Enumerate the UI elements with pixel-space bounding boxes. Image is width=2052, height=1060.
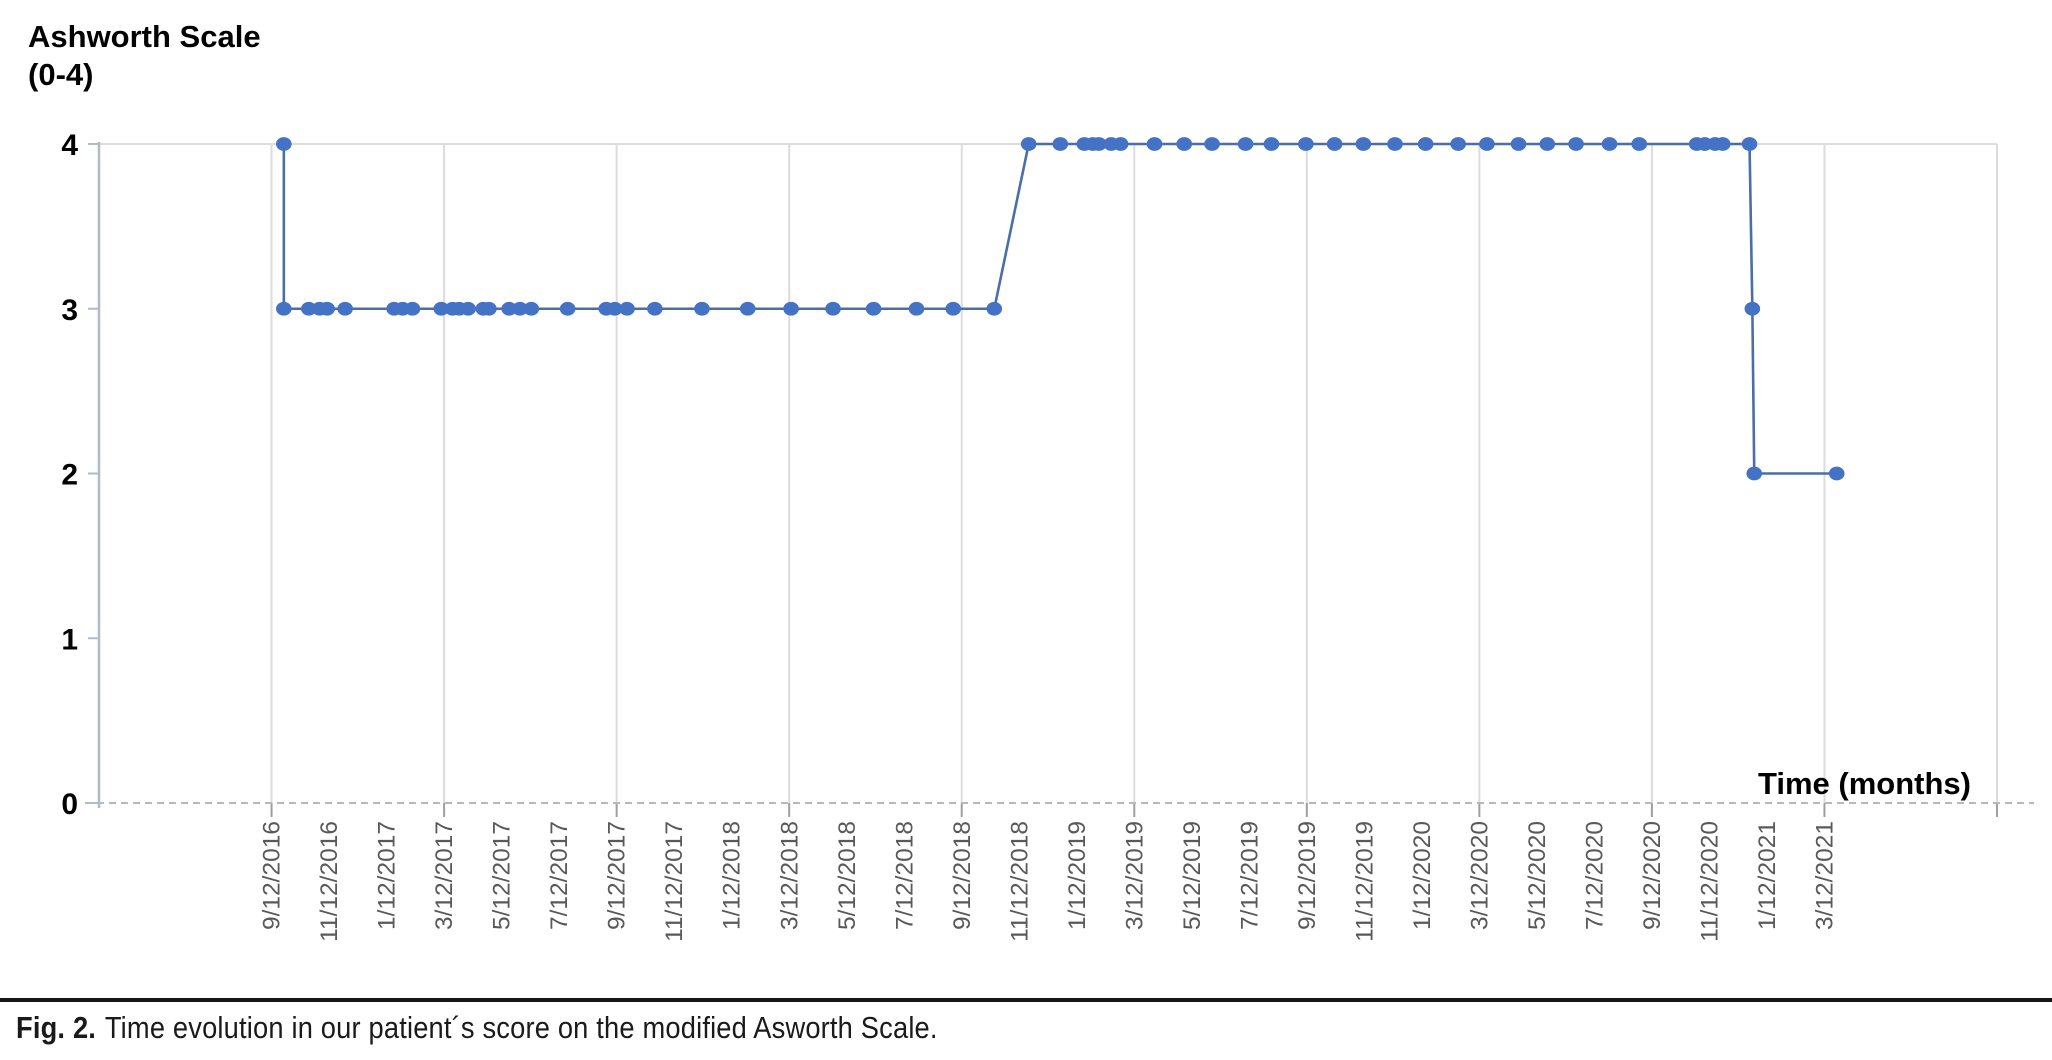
data-point-marker (739, 301, 756, 316)
x-tick-label: 11/12/2016 (316, 821, 343, 942)
data-point-marker (501, 301, 517, 316)
data-point-marker (301, 301, 317, 316)
data-point-marker (1355, 137, 1372, 151)
data-point-marker (1091, 137, 1107, 151)
x-tick-label: 9/12/2019 (1294, 821, 1321, 930)
x-tick-label: 7/12/2017 (546, 821, 573, 930)
x-tick-label: 11/12/2020 (1697, 821, 1724, 942)
x-tick-label: 3/12/2017 (431, 821, 458, 930)
data-point-marker (1479, 137, 1495, 151)
data-point-marker (512, 301, 528, 316)
x-tick-label: 1/12/2017 (374, 821, 401, 930)
data-point-marker (783, 301, 799, 316)
data-point-marker (1741, 137, 1758, 151)
data-point-marker (337, 301, 353, 316)
x-tick-label: 3/12/2018 (776, 821, 803, 930)
data-point-marker (276, 137, 292, 151)
data-point-marker (559, 301, 576, 316)
x-tick-label: 9/12/2017 (604, 821, 631, 930)
data-point-marker (1020, 137, 1037, 151)
data-point-marker (1510, 137, 1527, 151)
x-tick-label: 11/12/2018 (1006, 821, 1033, 942)
data-point-marker (1417, 137, 1434, 151)
data-point-marker (1052, 137, 1069, 151)
figure-caption-text: Time evolution in our patient´s score on… (104, 1010, 938, 1045)
data-point-marker (908, 301, 925, 316)
data-point-marker (1631, 137, 1648, 151)
data-point-marker (1263, 137, 1280, 151)
data-point-marker (1204, 137, 1220, 151)
figure-caption-label: Fig. 2. (16, 1010, 97, 1045)
data-point-marker (276, 301, 292, 316)
x-tick-label: 1/12/2021 (1754, 821, 1781, 930)
x-tick-label: 9/12/2018 (949, 821, 976, 930)
x-axis-title: Time (months) (1758, 766, 1971, 801)
data-point-marker (433, 301, 450, 316)
data-point-marker (865, 301, 882, 316)
data-point-marker (1744, 301, 1761, 316)
x-tick-label: 1/12/2020 (1409, 821, 1436, 930)
data-point-marker (1146, 137, 1163, 151)
x-tick-label: 3/12/2021 (1812, 821, 1839, 930)
data-point-marker (1714, 137, 1731, 151)
chart-canvas: 0 1 2 3 4 9/12/2016 11/12/2016 1/12/2017 3/12/20… (61, 129, 2034, 942)
x-tick-label: 9/12/2020 (1639, 821, 1666, 930)
y-axis-title: Ashworth Scale (0-4) (28, 19, 261, 92)
data-point-marker (1176, 137, 1193, 151)
x-tick-label: 5/12/2019 (1179, 821, 1206, 930)
data-point-marker (1387, 137, 1403, 151)
data-point-marker (1539, 137, 1556, 151)
data-point-marker (1326, 137, 1343, 151)
y-tick-label: 3 (61, 294, 78, 327)
data-point-marker (825, 301, 841, 316)
x-tick-label: 7/12/2019 (1236, 821, 1263, 930)
data-point-marker (694, 301, 710, 316)
data-point-marker (647, 301, 663, 316)
data-point-marker (1828, 466, 1845, 481)
x-tick-label: 5/12/2017 (489, 821, 516, 930)
data-point-marker (1298, 137, 1314, 151)
data-point-marker (1601, 137, 1618, 151)
data-point-marker (986, 301, 1003, 316)
x-tick-label: 1/12/2018 (719, 821, 746, 930)
x-tick-label: 7/12/2018 (891, 821, 918, 930)
data-point-marker (319, 301, 335, 316)
y-tick-label: 1 (61, 623, 78, 656)
y-tick-label: 4 (61, 129, 78, 162)
data-point-marker (606, 301, 623, 316)
x-tick-label: 11/12/2017 (661, 821, 688, 942)
data-point-marker (404, 301, 421, 316)
data-point-marker (945, 301, 962, 316)
data-point-marker (460, 301, 476, 316)
data-point-marker (1450, 137, 1466, 151)
data-point-marker (481, 301, 497, 316)
caption-divider-rule (0, 998, 2052, 1002)
data-point-marker (523, 301, 540, 316)
figure-caption: Fig. 2. Time evolution in our patient´s s… (16, 1010, 1794, 1046)
x-tick-label: 5/12/2020 (1524, 821, 1551, 930)
data-point-marker (619, 301, 635, 316)
x-tick-label: 3/12/2020 (1466, 821, 1493, 930)
data-point-marker (1746, 466, 1763, 481)
x-tick-label: 9/12/2016 (259, 821, 286, 930)
x-tick-label: 11/12/2019 (1351, 821, 1378, 942)
x-tick-label: 1/12/2019 (1064, 821, 1091, 930)
x-tick-label: 3/12/2019 (1121, 821, 1148, 930)
y-tick-label: 0 (61, 788, 78, 821)
data-point-marker (1112, 137, 1129, 151)
x-tick-label: 5/12/2018 (834, 821, 861, 930)
data-point-marker (1237, 137, 1254, 151)
data-point-marker (1568, 137, 1584, 151)
x-tick-label: 7/12/2020 (1581, 821, 1608, 930)
y-tick-label: 2 (61, 459, 78, 492)
